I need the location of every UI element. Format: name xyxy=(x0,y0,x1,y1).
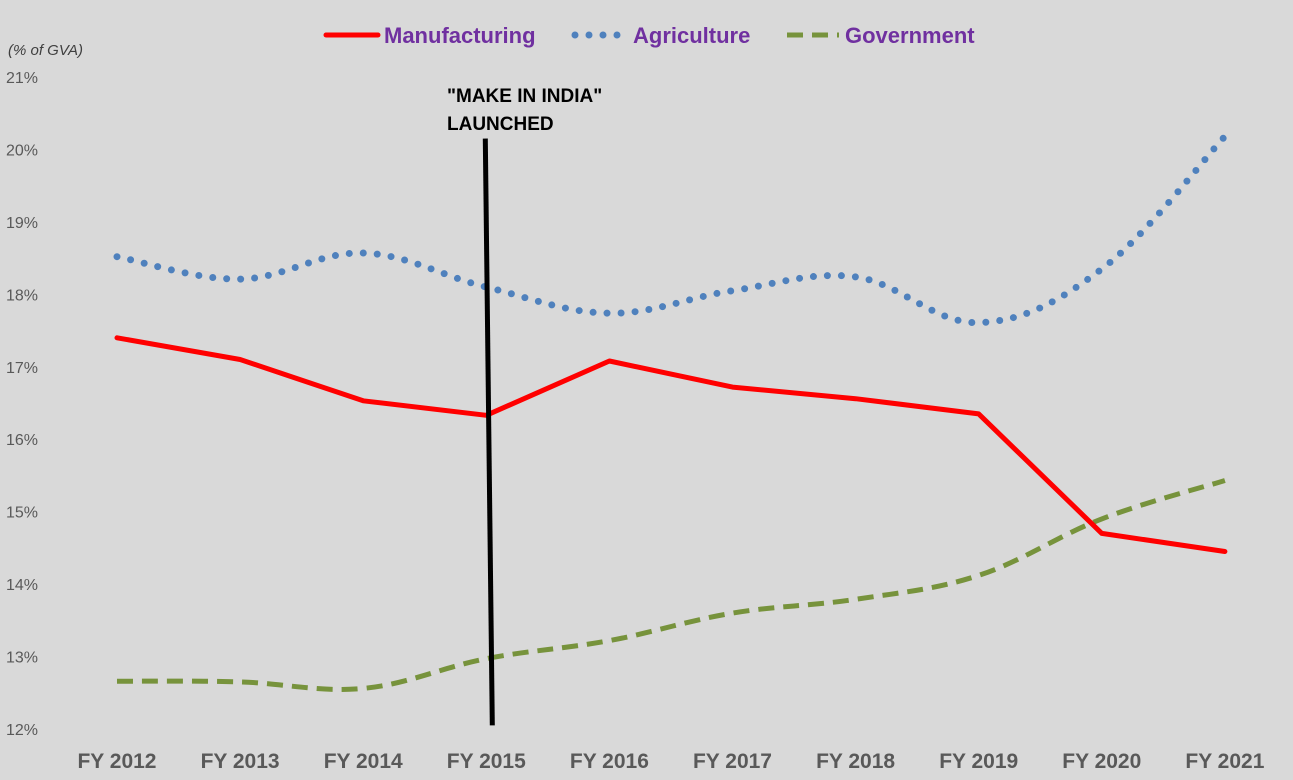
x-tick-label: FY 2019 xyxy=(939,750,1018,773)
x-tick-label: FY 2021 xyxy=(1185,750,1264,773)
legend-label: Manufacturing xyxy=(384,23,536,48)
x-tick-label: FY 2016 xyxy=(570,750,649,773)
y-tick-label: 12% xyxy=(6,722,38,739)
series-line-agriculture xyxy=(113,132,1229,327)
x-axis-ticks: FY 2012 FY 2013 FY 2014 FY 2015 FY 2016 FY 20… xyxy=(77,750,1264,773)
annotation: "MAKE IN INDIA" LAUNCHED xyxy=(447,86,602,726)
x-tick-label: FY 2020 xyxy=(1062,750,1141,773)
y-tick-label: 15% xyxy=(6,505,38,522)
y-tick-label: 17% xyxy=(6,360,38,377)
annotation-text: LAUNCHED xyxy=(447,114,554,135)
y-tick-label: 21% xyxy=(6,70,38,87)
y-tick-label: 20% xyxy=(6,142,38,159)
x-tick-label: FY 2018 xyxy=(816,750,895,773)
y-unit-label: (% of GVA) xyxy=(8,42,83,59)
legend: Manufacturing Agriculture Government xyxy=(323,23,975,48)
y-tick-label: 18% xyxy=(6,287,38,304)
series-line-manufacturing xyxy=(114,335,1228,554)
y-tick-label: 16% xyxy=(6,432,38,449)
x-tick-label: FY 2012 xyxy=(77,750,156,773)
legend-label: Agriculture xyxy=(633,23,750,48)
series-lines xyxy=(113,132,1229,692)
y-axis-ticks: 12% 13% 14% 15% 16% 17% 18% 19% 20% 21% xyxy=(6,70,38,739)
y-tick-label: 13% xyxy=(6,650,38,667)
x-tick-label: FY 2013 xyxy=(201,750,280,773)
annotation-text: "MAKE IN INDIA" xyxy=(447,86,602,107)
annotation-line xyxy=(482,138,495,726)
series-line-government xyxy=(116,478,1226,692)
legend-label: Government xyxy=(845,23,975,48)
x-tick-label: FY 2014 xyxy=(324,750,403,773)
y-tick-label: 19% xyxy=(6,215,38,232)
x-tick-label: FY 2015 xyxy=(447,750,526,773)
y-tick-label: 14% xyxy=(6,577,38,594)
x-tick-label: FY 2017 xyxy=(693,750,772,773)
